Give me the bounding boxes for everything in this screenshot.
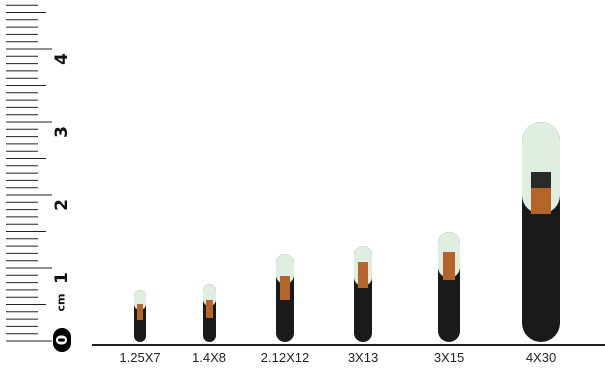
ruler-number-2: 2 [52,199,72,211]
tag-1-image [134,290,146,342]
tag-5-image [438,232,460,342]
tag-2-label: 1.4X8 [192,350,226,365]
ruler-number-1: 1 [52,272,72,284]
tag-2-image [203,284,216,342]
ruler-zero: 0 [53,328,71,352]
tag-4-image [354,246,372,342]
tag-6-label: 4X30 [525,350,557,365]
ruler-unit: cm [54,293,68,312]
ruler-ticks [6,4,52,342]
ruler-number-4: 4 [52,53,72,65]
baseline [92,344,605,346]
ruler-number-3: 3 [52,126,72,138]
tag-4-label: 3X13 [347,350,379,365]
tag-3-image [276,254,294,342]
ruler: 1 2 3 4 cm 0 [0,0,90,368]
tag-1-label: 1.25X7 [119,350,161,365]
tag-5-label: 3X15 [433,350,465,365]
tag-6-image [522,122,560,342]
tag-3-label: 2.12X12 [260,350,310,365]
